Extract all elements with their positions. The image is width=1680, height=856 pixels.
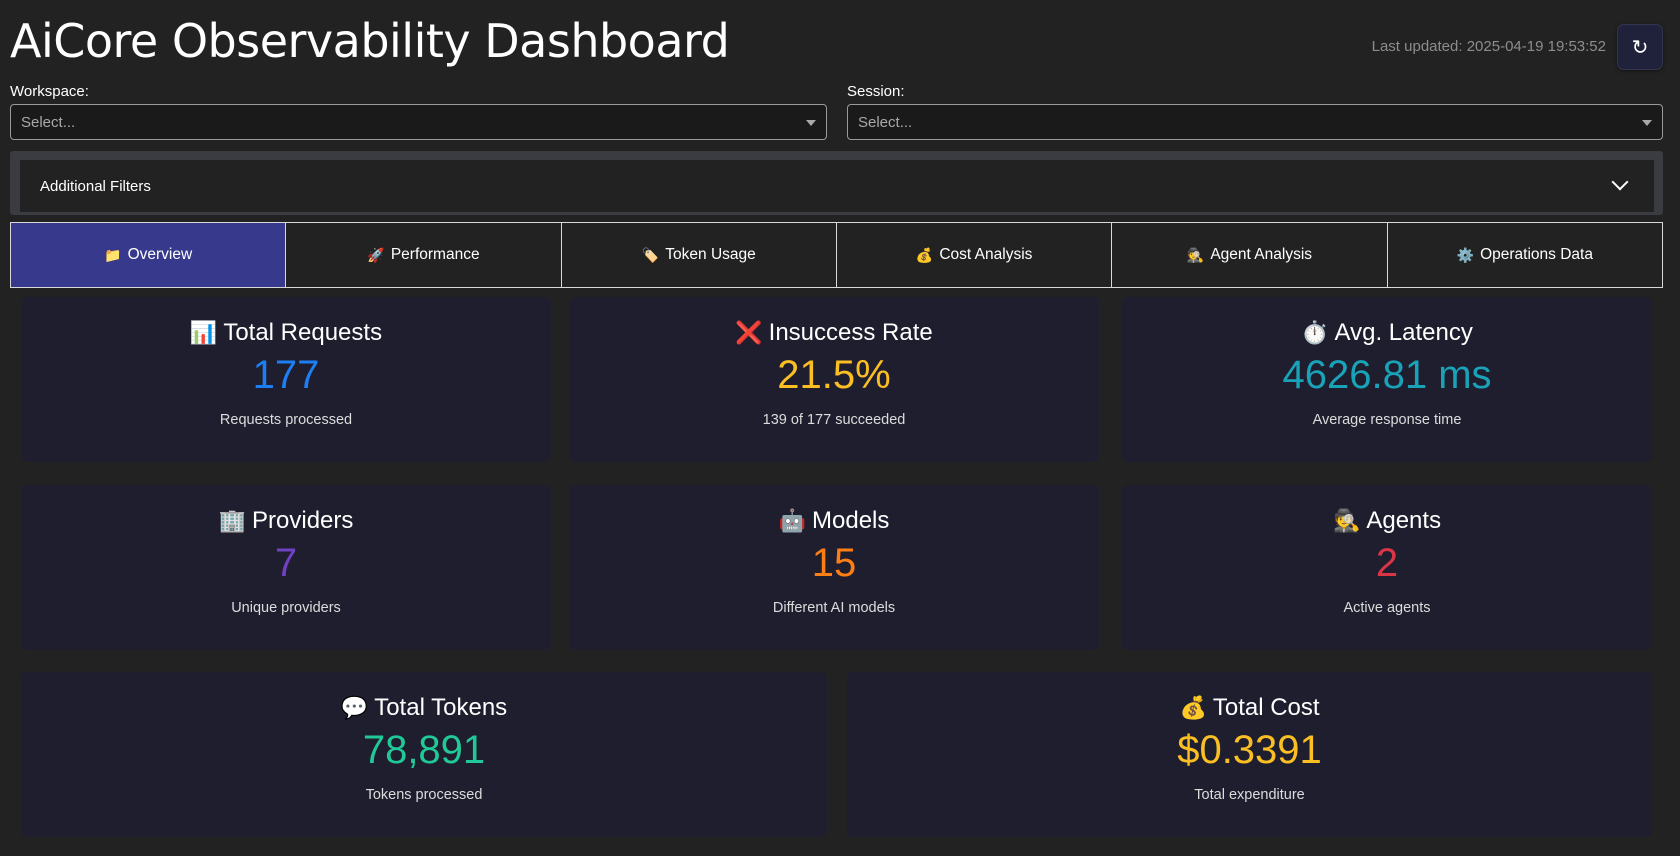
metric-card-insuccess-rate: ❌ Insuccess Rate 21.5% 139 of 177 succeeded (569, 297, 1099, 462)
caret-down-icon (1642, 120, 1652, 126)
stopwatch-icon: ⏱️ (1301, 320, 1329, 345)
refresh-icon: ↻ (1631, 36, 1649, 59)
tab-label: Overview (127, 246, 193, 263)
workspace-label: Workspace: (10, 83, 89, 100)
metric-card-models: 🤖 Models 15 Different AI models (569, 485, 1099, 650)
metric-value: 4626.81 ms (1282, 353, 1492, 397)
tab-performance[interactable]: 🚀 Performance (286, 223, 562, 287)
tag-icon: 🏷️ (641, 246, 660, 263)
rocket-icon: 🚀 (367, 246, 385, 263)
metric-title-text: Models (812, 507, 890, 534)
metric-title: 💰 Total Cost (847, 694, 1652, 722)
session-select[interactable]: Select... (847, 104, 1663, 140)
metric-title-text: Agents (1366, 507, 1442, 534)
robot-icon: 🤖 (778, 508, 807, 533)
tab-label: Token Usage (665, 246, 756, 263)
metric-title: 📊 Total Requests (21, 319, 551, 347)
metric-subtitle: Unique providers (231, 600, 341, 616)
metric-card-total-tokens: 💬 Total Tokens 78,891 Tokens processed (21, 672, 827, 837)
metric-title: 💬 Total Tokens (21, 694, 827, 722)
folder-icon: 📁 (104, 246, 122, 263)
tab-token-usage[interactable]: 🏷️ Token Usage (561, 223, 837, 287)
session-select-placeholder: Select... (858, 113, 913, 131)
metric-subtitle: Active agents (1343, 600, 1431, 616)
metric-value: $0.3391 (1177, 728, 1322, 772)
detective-icon: 🕵️ (1186, 246, 1205, 263)
speech-bubble-icon: 💬 (340, 695, 369, 720)
chevron-down-icon (1611, 173, 1629, 191)
money-bag-icon: 💰 (1179, 695, 1207, 720)
metric-value: 78,891 (362, 728, 486, 772)
tab-cost-analysis[interactable]: 💰 Cost Analysis (836, 223, 1113, 287)
metric-subtitle: 139 of 177 succeeded (762, 412, 906, 428)
money-bag-icon: 💰 (915, 246, 934, 263)
metric-subtitle: Average response time (1312, 412, 1462, 428)
caret-down-icon (806, 120, 816, 126)
workspace-select-placeholder: Select... (21, 113, 76, 131)
last-updated-text: Last updated: 2025-04-19 19:53:52 (1371, 38, 1606, 55)
bar-chart-icon: 📊 (189, 320, 218, 345)
metric-value: 177 (252, 353, 320, 397)
metric-value: 7 (274, 541, 298, 585)
metric-value: 15 (811, 541, 857, 585)
metric-title-text: Total Cost (1212, 694, 1320, 721)
metric-subtitle: Different AI models (772, 600, 896, 616)
metric-title-text: Insuccess Rate (768, 319, 933, 346)
tab-label: Cost Analysis (939, 246, 1033, 263)
metric-value: 2 (1375, 541, 1399, 585)
tab-label: Agent Analysis (1210, 246, 1313, 263)
tab-overview[interactable]: 📁 Overview (11, 223, 287, 287)
tab-bar: 📁 Overview 🚀 Performance 🏷️ Token Usage 💰 Cost … (10, 222, 1663, 288)
metric-card-avg-latency: ⏱️ Avg. Latency 4626.81 ms Average response… (1122, 297, 1652, 462)
metric-card-agents: 🕵️ Agents 2 Active agents (1122, 485, 1652, 650)
metric-title: ⏱️ Avg. Latency (1122, 319, 1652, 347)
metric-subtitle: Requests processed (219, 412, 353, 428)
detective-icon: 🕵️ (1332, 508, 1361, 533)
tab-label: Performance (390, 246, 480, 263)
tab-operations-data[interactable]: ⚙️ Operations Data (1387, 223, 1662, 287)
metric-card-total-requests: 📊 Total Requests 177 Requests processed (21, 297, 551, 462)
tab-label: Operations Data (1480, 246, 1593, 263)
gear-icon: ⚙️ (1456, 246, 1475, 263)
metric-subtitle: Tokens processed (365, 787, 483, 803)
metric-value: 21.5% (777, 353, 891, 397)
metric-card-providers: 🏢 Providers 7 Unique providers (21, 485, 551, 650)
metric-title-text: Total Requests (223, 319, 383, 346)
metric-title: 🕵️ Agents (1122, 507, 1652, 535)
office-building-icon: 🏢 (218, 508, 247, 533)
metric-title-text: Providers (252, 507, 354, 534)
session-label: Session: (847, 83, 905, 100)
additional-filters-label: Additional Filters (40, 177, 151, 195)
metric-title-text: Avg. Latency (1334, 319, 1473, 346)
metric-subtitle: Total expenditure (1194, 787, 1305, 803)
metric-title: 🏢 Providers (21, 507, 551, 535)
metric-title: ❌ Insuccess Rate (569, 319, 1099, 347)
cross-icon: ❌ (735, 320, 763, 345)
metric-title-text: Total Tokens (374, 694, 508, 721)
tab-agent-analysis[interactable]: 🕵️ Agent Analysis (1112, 223, 1388, 287)
refresh-button[interactable]: ↻ (1617, 24, 1663, 70)
additional-filters-toggle[interactable]: Additional Filters (20, 160, 1654, 212)
metric-title: 🤖 Models (569, 507, 1099, 535)
page-title: AiCore Observability Dashboard (10, 14, 730, 68)
metric-card-total-cost: 💰 Total Cost $0.3391 Total expenditure (847, 672, 1652, 837)
workspace-select[interactable]: Select... (10, 104, 827, 140)
